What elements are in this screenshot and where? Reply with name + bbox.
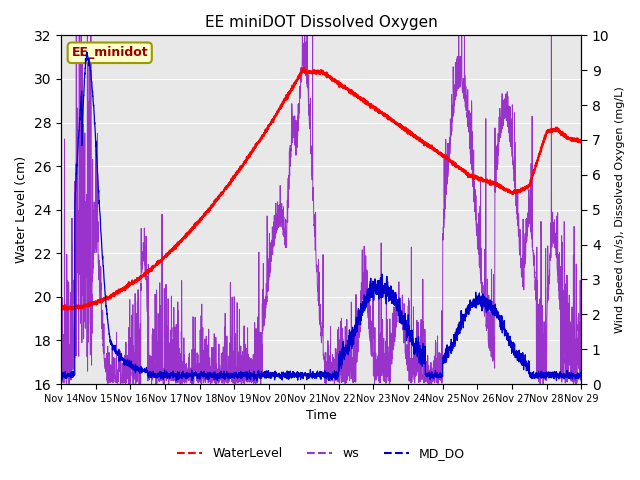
X-axis label: Time: Time [306, 409, 337, 422]
Y-axis label: Wind Speed (m/s), Dissolved Oxygen (mg/L): Wind Speed (m/s), Dissolved Oxygen (mg/L… [615, 86, 625, 333]
Y-axis label: Water Level (cm): Water Level (cm) [15, 156, 28, 263]
Legend: WaterLevel, ws, MD_DO: WaterLevel, ws, MD_DO [172, 442, 470, 465]
Text: EE_minidot: EE_minidot [72, 46, 148, 59]
Title: EE miniDOT Dissolved Oxygen: EE miniDOT Dissolved Oxygen [205, 15, 438, 30]
